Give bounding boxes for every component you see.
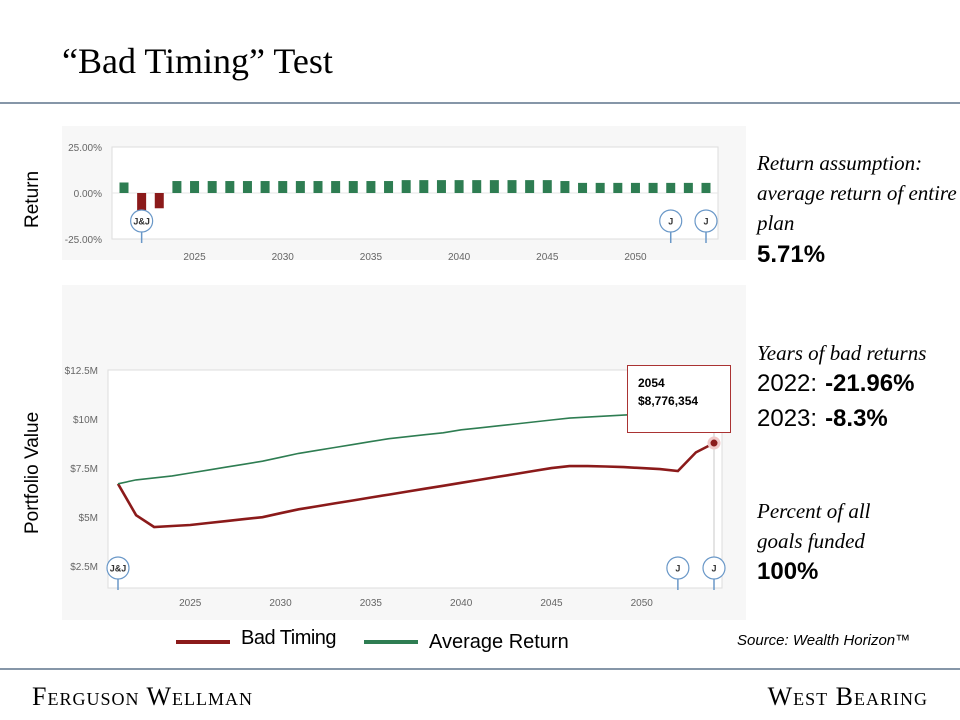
- bar-x-tick-label: 2045: [536, 252, 559, 263]
- return-bar: [666, 182, 676, 193]
- return-bar: [701, 182, 711, 193]
- bad-year-row: 2022: -21.96%: [757, 370, 914, 398]
- bar-y-tick-label: 0.00%: [74, 189, 102, 200]
- bar-marker-label: J: [703, 217, 708, 227]
- return-bar-chart: 25.00% 0.00% -25.00% 2025 2030 2035 2040 2045 20…: [65, 143, 719, 263]
- portfolio-axis-label: Portfolio Value: [22, 411, 43, 534]
- line-y-tick-label: $2.5M: [70, 562, 98, 573]
- return-bar: [384, 181, 394, 193]
- bar-x-tick-label: 2040: [448, 252, 471, 263]
- return-bar: [542, 180, 552, 193]
- return-axis-label: Return: [22, 170, 43, 228]
- end-point-marker: [707, 436, 721, 450]
- bad-years-heading: Years of bad returns: [757, 341, 927, 365]
- tooltip-year: 2054: [638, 376, 665, 390]
- return-bar: [578, 182, 588, 193]
- return-bar: [154, 193, 164, 209]
- portfolio-line-chart: $12.5M $10M $7.5M $5M $2.5M 2025 2030 2035 2040 2…: [65, 366, 726, 609]
- bar-y-tick-label: -25.00%: [65, 235, 102, 246]
- line-y-tick-label: $10M: [73, 415, 98, 426]
- line-x-tick-label: 2030: [269, 598, 292, 609]
- line-marker-label: J: [675, 564, 680, 574]
- line-plot-area: [107, 369, 723, 589]
- series-line-average-return: [117, 412, 660, 485]
- return-assumption-text: Return assumption: average return of ent…: [757, 151, 957, 235]
- return-bar: [119, 182, 129, 193]
- return-bar: [207, 181, 217, 193]
- return-bar: [507, 180, 517, 193]
- return-bar: [260, 181, 270, 193]
- return-bar: [560, 181, 570, 193]
- return-bar: [613, 182, 623, 193]
- line-x-tick-label: 2040: [450, 598, 473, 609]
- footer-left-logo: Ferguson Wellman: [32, 682, 254, 711]
- bar-x-tick-label: 2025: [183, 252, 206, 263]
- bar-x-tick-label: 2030: [272, 252, 295, 263]
- line-y-tick-label: $5M: [79, 513, 98, 524]
- line-marker-label: J: [711, 564, 716, 574]
- line-marker-circle: [666, 556, 690, 580]
- return-bar: [137, 193, 147, 211]
- line-y-tick-label: $7.5M: [70, 464, 98, 475]
- line-x-tick-label: 2050: [631, 598, 654, 609]
- bar-y-tick-label: 25.00%: [68, 143, 102, 154]
- return-bar: [648, 182, 658, 193]
- page-title: “Bad Timing” Test: [62, 41, 333, 81]
- bad-year-row: 2023: -8.3%: [757, 405, 888, 433]
- return-bar: [595, 182, 605, 193]
- bad-year-value: -21.96%: [825, 370, 915, 397]
- return-bar: [630, 182, 640, 193]
- line-marker-label: J&J: [110, 564, 127, 574]
- return-bar: [366, 181, 376, 193]
- line-x-tick-label: 2045: [540, 598, 563, 609]
- goals-heading: Percent of all goals funded: [757, 499, 871, 553]
- bar-marker-circle: [659, 209, 683, 233]
- footer-right-logo: West Bearing: [767, 682, 928, 711]
- return-bar: [454, 180, 464, 193]
- return-bar: [242, 181, 252, 193]
- bottom-rule: [0, 668, 960, 670]
- return-bar: [472, 180, 482, 193]
- return-bar: [401, 180, 411, 193]
- tooltip-value: $8,776,354: [638, 394, 699, 408]
- legend-swatch-average-return: [364, 640, 418, 644]
- source-note: Source: Wealth Horizon™: [737, 632, 911, 649]
- return-bar: [683, 182, 693, 193]
- bar-marker-circle: [694, 209, 718, 233]
- return-bar: [419, 180, 429, 193]
- return-bar: [172, 181, 182, 193]
- goals-value: 100%: [757, 558, 819, 585]
- bad-year-label: 2023:: [757, 405, 818, 432]
- bar-x-tick-label: 2035: [360, 252, 383, 263]
- line-marker-circle: [702, 556, 726, 580]
- line-x-tick-label: 2025: [179, 598, 202, 609]
- legend-label-average-return: Average Return: [429, 631, 569, 653]
- line-y-tick-label: $12.5M: [65, 366, 98, 377]
- value-tooltip: 2054 $8,776,354: [627, 365, 731, 433]
- legend-swatch-bad-timing: [176, 640, 230, 644]
- bad-year-label: 2022:: [757, 370, 818, 397]
- line-marker-circle: [106, 556, 130, 580]
- return-bar: [436, 180, 446, 193]
- bar-marker-circle: [130, 209, 154, 233]
- return-assumption-value: 5.71%: [757, 241, 826, 268]
- bar-x-tick-label: 2050: [624, 252, 647, 263]
- bar-marker-label: J: [668, 217, 673, 227]
- return-bar: [348, 181, 358, 193]
- return-bar: [331, 181, 341, 193]
- top-rule: [0, 102, 960, 104]
- legend-label-bad-timing: Bad Timing: [241, 627, 337, 649]
- bar-marker-label: J&J: [133, 217, 150, 227]
- bad-year-value: -8.3%: [825, 405, 888, 432]
- line-x-tick-label: 2035: [360, 598, 383, 609]
- return-bar: [313, 181, 323, 193]
- return-bar: [225, 181, 235, 193]
- return-bar: [190, 181, 200, 193]
- return-bar: [489, 180, 499, 193]
- series-line-bad-timing: [116, 441, 715, 529]
- return-bar: [278, 181, 288, 193]
- return-bar: [295, 181, 305, 193]
- return-bar: [525, 180, 535, 193]
